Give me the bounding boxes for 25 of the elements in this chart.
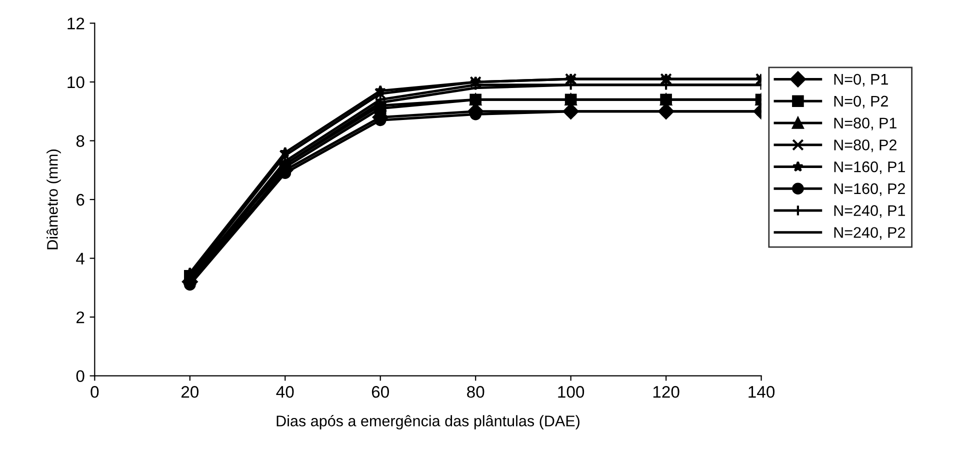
x-tick-label: 20 [181,386,199,398]
y-axis-title: Diâmetro (mm) [46,150,61,250]
y-tick-label: 12 [68,18,84,30]
y-tick-label: 4 [76,252,84,264]
x-tick-label: 140 [748,386,775,398]
x-tick-label: 100 [558,386,584,398]
legend-label: N=0, P2 [834,96,888,108]
x-tick-label: 0 [90,386,99,398]
y-tick-label: 2 [76,311,84,324]
legend-label: N=160, P1 [834,161,905,174]
x-tick-label: 120 [653,386,680,398]
y-tick-label: 0 [76,370,84,382]
legend-label: N=160, P2 [834,183,905,196]
legend-label: N=0, P1 [834,74,888,87]
legend-label: N=80, P1 [834,118,896,130]
legend-label: N=240, P1 [834,205,905,218]
y-tick-label: 8 [76,135,84,147]
y-tick-label: 6 [76,194,84,206]
x-tick-label: 80 [467,386,484,398]
legend-label: N=80, P2 [834,140,896,152]
x-tick-label: 60 [372,386,389,398]
x-axis-title: Dias após a emergência das plântulas (DAE) [276,414,580,430]
x-tick-label: 40 [276,386,294,398]
y-tick-label: 10 [68,76,84,88]
legend-label: N=240, P2 [834,227,905,240]
